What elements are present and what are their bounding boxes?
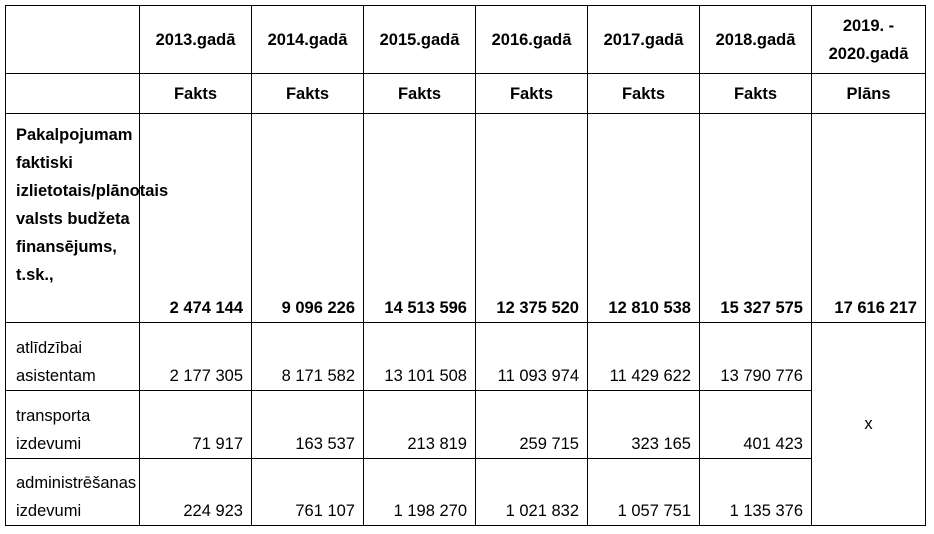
header-corner-cell	[5, 5, 140, 74]
total-row: Pakalpojumam faktiski izlietotais/plānot…	[5, 113, 926, 323]
value-cell: 224 923	[139, 458, 252, 526]
year-header-cell: 2019. - 2020.gadā	[811, 5, 926, 74]
status-corner-cell	[5, 73, 140, 114]
value-cell: 401 423	[699, 390, 812, 459]
budget-table: 2013.gadā 2014.gadā 2015.gadā 2016.gadā …	[5, 5, 926, 526]
total-value-cell: 12 810 538	[587, 113, 700, 323]
status-header-cell: Fakts	[475, 73, 588, 114]
value-cell: 323 165	[587, 390, 700, 459]
year-header-cell: 2015.gadā	[363, 5, 476, 74]
value-cell: 2 177 305	[139, 322, 252, 391]
row-label: atlīdzībai asistentam	[5, 322, 140, 391]
value-cell: 13 790 776	[699, 322, 812, 391]
value-cell: 1 057 751	[587, 458, 700, 526]
year-header-cell: 2018.gadā	[699, 5, 812, 74]
status-header-cell: Fakts	[251, 73, 364, 114]
year-header-cell: 2016.gadā	[475, 5, 588, 74]
value-cell: 71 917	[139, 390, 252, 459]
value-cell: 11 429 622	[587, 322, 700, 391]
year-header-cell: 2014.gadā	[251, 5, 364, 74]
status-header-cell: Plāns	[811, 73, 926, 114]
status-header-row: Fakts Fakts Fakts Fakts Fakts Fakts Plān…	[5, 73, 926, 114]
table-row: transporta izdevumi 71 917 163 537 213 8…	[5, 390, 926, 459]
status-header-cell: Fakts	[363, 73, 476, 114]
total-value-cell: 15 327 575	[699, 113, 812, 323]
value-cell: 1 198 270	[363, 458, 476, 526]
value-cell: 213 819	[363, 390, 476, 459]
row-label: administrēšanas izdevumi	[5, 458, 140, 526]
total-value-cell: 14 513 596	[363, 113, 476, 323]
total-row-label: Pakalpojumam faktiski izlietotais/plānot…	[5, 113, 168, 323]
total-value-cell: 2 474 144	[139, 113, 252, 323]
status-header-cell: Fakts	[139, 73, 252, 114]
status-header-cell: Fakts	[699, 73, 812, 114]
total-value-cell: 17 616 217	[811, 113, 926, 323]
value-cell: 11 093 974	[475, 322, 588, 391]
year-header-cell: 2017.gadā	[587, 5, 700, 74]
value-cell: 259 715	[475, 390, 588, 459]
year-header-row: 2013.gadā 2014.gadā 2015.gadā 2016.gadā …	[5, 5, 926, 74]
total-value-cell: 9 096 226	[251, 113, 364, 323]
value-cell: 1 135 376	[699, 458, 812, 526]
value-cell: 13 101 508	[363, 322, 476, 391]
table-row: administrēšanas izdevumi 224 923 761 107…	[5, 458, 926, 526]
status-header-cell: Fakts	[587, 73, 700, 114]
value-cell: 163 537	[251, 390, 364, 459]
row-label: transporta izdevumi	[5, 390, 140, 459]
plan-placeholder-cell: x	[811, 322, 926, 526]
value-cell: 761 107	[251, 458, 364, 526]
value-cell: 1 021 832	[475, 458, 588, 526]
value-cell: 8 171 582	[251, 322, 364, 391]
total-value-cell: 12 375 520	[475, 113, 588, 323]
table-row: atlīdzībai asistentam 2 177 305 8 171 58…	[5, 322, 926, 526]
year-header-cell: 2013.gadā	[139, 5, 252, 74]
